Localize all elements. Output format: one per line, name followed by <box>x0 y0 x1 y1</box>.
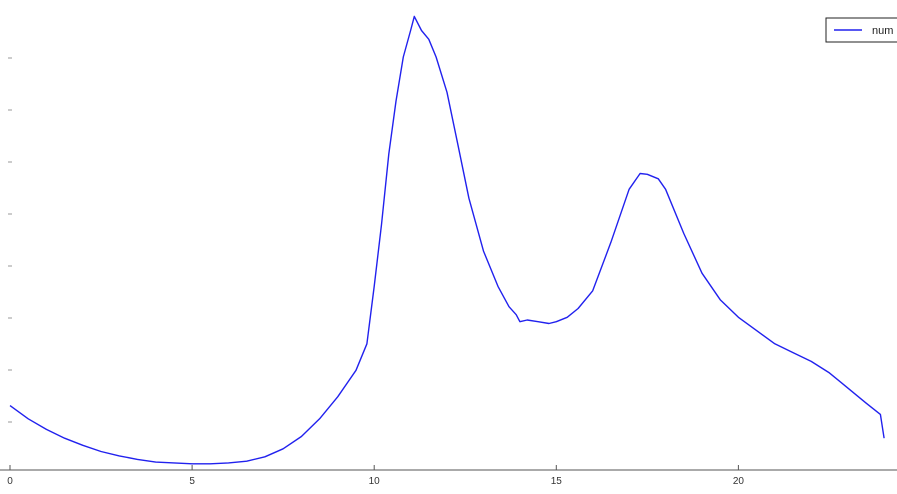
legend-label-num: num <box>872 25 893 37</box>
x-tick-label: 15 <box>551 476 563 487</box>
x-axis-ticks <box>9 465 739 470</box>
x-tick-label: 5 <box>189 476 195 487</box>
y-axis-ticks <box>8 57 12 423</box>
x-tick-label: 0 <box>7 476 13 487</box>
x-tick-label: 10 <box>369 476 381 487</box>
series-line-num <box>9 15 885 465</box>
x-tick-label: 20 <box>733 476 745 487</box>
x-axis-tick-labels: 0 5 10 15 20 <box>7 476 744 487</box>
legend: num <box>825 17 897 43</box>
